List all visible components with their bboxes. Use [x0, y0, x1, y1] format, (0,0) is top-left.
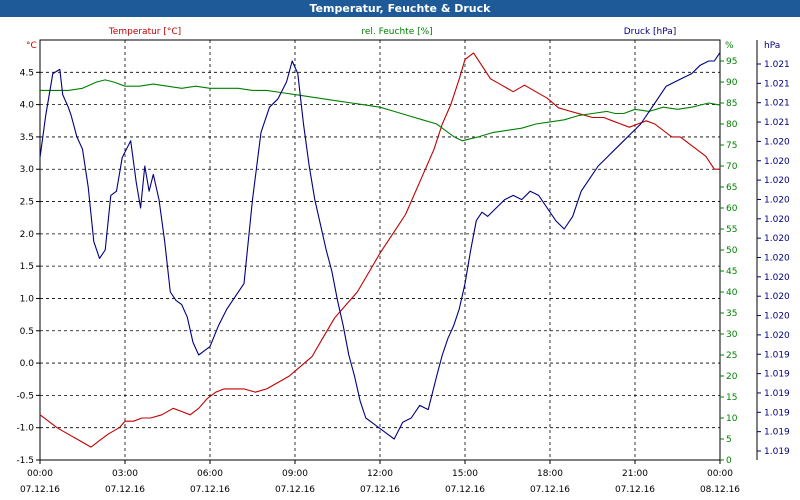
humidity-tick-label: 20	[726, 372, 738, 382]
temperature-series-line	[39, 52, 720, 448]
humidity-axis-label: rel. Feuchte [%]	[361, 27, 432, 37]
time-tick-label: 21:00	[622, 469, 648, 479]
time-tick-label: 03:00	[112, 469, 138, 479]
temperature-tick-label: -1.5	[16, 456, 34, 466]
axis-headers: °C Temperatur [°C] rel. Feuchte [%] Druc…	[26, 27, 780, 51]
temperature-tick-label: 2.0	[20, 230, 35, 240]
temperature-tick-label: -0.5	[16, 391, 34, 401]
humidity-axis: 0 5 10 15 20 25 30 35 40 45 50 55 60 65 70 75 80 85 90 95	[720, 57, 738, 466]
pressure-tick-label: 1.019	[764, 350, 790, 360]
humidity-tick-label: 35	[726, 309, 737, 319]
weather-chart: -1.5 -1.0 -0.5 0.0 0.5 1.0 1.5 2.0 2.5 3.0 3.5 4.0 4…	[16, 27, 790, 495]
humidity-tick-label: 15	[726, 393, 737, 403]
humidity-tick-label: 50	[726, 246, 738, 256]
pressure-tick-label: 1.020	[764, 137, 790, 147]
date-tick-label: 07.12.16	[445, 485, 485, 495]
humidity-tick-label: 55	[726, 225, 737, 235]
date-tick-label: 07.12.16	[615, 485, 655, 495]
pressure-axis: 1.019 1.019 1.019 1.019 1.019 1.019 1.020 1.020…	[757, 60, 790, 457]
temperature-tick-label: 3.0	[20, 165, 35, 175]
temperature-tick-label: 3.5	[20, 133, 34, 143]
pressure-tick-label: 1.020	[764, 254, 790, 264]
chart-title: Temperatur, Feuchte & Druck	[0, 0, 800, 17]
temperature-unit-label: °C	[26, 41, 37, 51]
temperature-axis-label: Temperatur [°C]	[108, 27, 181, 37]
pressure-unit-label: hPa	[764, 41, 780, 51]
pressure-tick-label: 1.020	[764, 312, 790, 322]
date-tick-label: 07.12.16	[105, 485, 145, 495]
pressure-tick-label: 1.021	[764, 79, 790, 89]
humidity-tick-label: 65	[726, 183, 737, 193]
date-tick-label: 07.12.16	[360, 485, 400, 495]
time-tick-label: 00:00	[707, 469, 733, 479]
temperature-tick-label: 4.5	[20, 68, 34, 78]
humidity-tick-label: 75	[726, 141, 737, 151]
humidity-tick-label: 5	[726, 435, 732, 445]
humidity-tick-label: 0	[726, 456, 732, 466]
pressure-series-line	[39, 52, 721, 440]
date-tick-label: 07.12.16	[190, 485, 230, 495]
time-axis: 00:00 07.12.16 03:00 07.12.16 06:00 07.12.16 0…	[20, 460, 740, 495]
humidity-tick-label: 10	[726, 414, 738, 424]
date-tick-label: 07.12.16	[530, 485, 570, 495]
pressure-tick-label: 1.021	[764, 99, 790, 109]
time-tick-label: 00:00	[27, 469, 53, 479]
pressure-tick-label: 1.020	[764, 292, 790, 302]
pressure-tick-label: 1.019	[764, 428, 790, 438]
temperature-tick-label: 4.0	[20, 101, 35, 111]
time-tick-label: 06:00	[197, 469, 223, 479]
pressure-tick-label: 1.020	[764, 195, 790, 205]
humidity-tick-label: 90	[726, 78, 738, 88]
humidity-unit-label: %	[725, 41, 734, 51]
humidity-tick-label: 70	[726, 162, 738, 172]
time-tick-label: 15:00	[452, 469, 478, 479]
pressure-tick-label: 1.021	[764, 118, 790, 128]
humidity-tick-label: 95	[726, 57, 737, 67]
pressure-tick-label: 1.019	[764, 447, 790, 457]
pressure-axis-label: Druck [hPa]	[624, 27, 677, 37]
date-tick-label: 07.12.16	[20, 485, 60, 495]
humidity-tick-label: 45	[726, 267, 737, 277]
time-tick-label: 09:00	[282, 469, 308, 479]
date-tick-label: 07.12.16	[275, 485, 315, 495]
pressure-tick-label: 1.020	[764, 331, 790, 341]
pressure-tick-label: 1.020	[764, 176, 790, 186]
humidity-tick-label: 40	[726, 288, 738, 298]
temperature-axis: -1.5 -1.0 -0.5 0.0 0.5 1.0 1.5 2.0 2.5 3.0 3.5 4.0 4…	[16, 68, 40, 466]
data-series	[39, 52, 721, 448]
temperature-tick-label: 0.0	[20, 359, 35, 369]
pressure-tick-label: 1.019	[764, 389, 790, 399]
temperature-tick-label: -1.0	[16, 424, 34, 434]
temperature-tick-label: 1.0	[20, 294, 35, 304]
chart-grid	[40, 40, 720, 460]
pressure-tick-label: 1.021	[764, 60, 790, 70]
date-tick-label: 08.12.16	[700, 485, 740, 495]
time-tick-label: 12:00	[367, 469, 393, 479]
pressure-tick-label: 1.020	[764, 215, 790, 225]
humidity-tick-label: 80	[726, 120, 738, 130]
pressure-tick-label: 1.020	[764, 234, 790, 244]
humidity-tick-label: 60	[726, 204, 738, 214]
pressure-tick-label: 1.019	[764, 408, 790, 418]
temperature-tick-label: 0.5	[20, 327, 34, 337]
humidity-tick-label: 30	[726, 330, 738, 340]
pressure-tick-label: 1.020	[764, 157, 790, 167]
pressure-tick-label: 1.019	[764, 370, 790, 380]
humidity-tick-label: 25	[726, 351, 737, 361]
temperature-tick-label: 1.5	[20, 262, 34, 272]
pressure-tick-label: 1.020	[764, 273, 790, 283]
humidity-tick-label: 85	[726, 99, 737, 109]
plot-frame	[39, 39, 758, 461]
humidity-series-line	[40, 79, 721, 142]
temperature-tick-label: 2.5	[20, 198, 34, 208]
time-tick-label: 18:00	[537, 469, 563, 479]
